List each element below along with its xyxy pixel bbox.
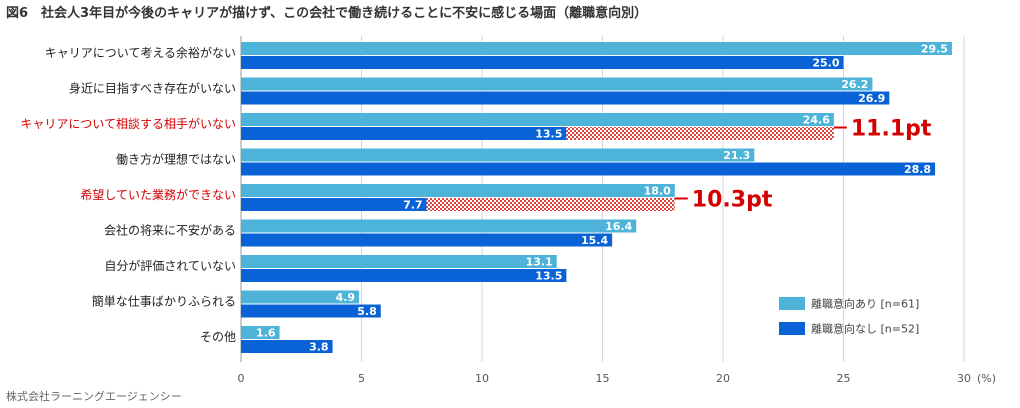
bar-series-a [241,326,280,339]
difference-hatch [566,127,834,140]
value-label-series-b: 15.4 [581,234,608,247]
bar-series-b [241,162,936,176]
chart-title: 図6 社会人3年目が今後のキャリアが描けず、この会社で働き続けることに不安に感じ… [6,5,647,21]
bar-series-b [241,91,890,105]
x-tick-label: 0 [238,372,245,385]
value-label-series-b: 26.9 [858,92,885,105]
bar-series-b [241,269,567,282]
category-label: その他 [200,330,236,344]
value-label-series-a: 26.2 [841,78,868,91]
legend-swatch [779,297,805,310]
legend: 離職意向あり [n=61] 離職意向なし [n=52] [779,297,919,336]
bar-series-a [241,255,557,268]
value-label-series-a: 24.6 [803,114,830,127]
category-label: 働き方が理想ではない [116,152,236,167]
difference-label: 11.1pt [851,117,932,142]
value-label-series-b: 13.5 [535,270,562,283]
value-label-series-a: 21.3 [723,149,750,162]
x-tick-label: 5 [358,372,365,385]
value-label-series-b: 3.8 [309,341,329,354]
bar-series-a [241,148,755,162]
category-label: 会社の将来に不安がある [104,223,236,238]
value-label-series-a: 13.1 [526,256,553,269]
x-tick-label: 25 [837,372,851,385]
value-label-series-b: 5.8 [357,305,377,318]
x-tick-label: 20 [716,372,730,385]
legend-swatch [779,322,805,335]
bar-series-a [241,77,873,91]
difference-hatch [426,198,675,211]
bar-series-b [241,304,381,318]
bar-series-a [241,184,675,197]
x-unit-label: (%) [977,372,996,385]
category-label: 身近に目指すべき存在がいない [69,81,236,96]
bar-series-b [241,127,567,140]
bar-series-b [241,340,333,353]
value-label-series-a: 4.9 [336,291,356,304]
bar-series-a [241,290,360,304]
bar-series-b [241,198,427,211]
value-label-series-b: 7.7 [403,199,423,212]
bar-series-a [241,42,952,55]
category-label: 簡単な仕事ばかりふられる [92,294,236,309]
bar-series-a [241,219,637,233]
x-tick-label: 30 [957,372,971,385]
value-label-series-a: 29.5 [921,43,948,56]
bar-series-a [241,113,834,126]
category-label: 希望していた業務ができない [80,187,236,202]
value-label-series-b: 28.8 [904,163,931,176]
category-label: 自分が評価されていない [104,258,236,273]
category-label: キャリアについて相談する相手がいない [20,116,236,131]
legend-label: 離職意向なし [n=52] [811,322,919,336]
difference-label: 10.3pt [692,188,773,213]
x-tick-label: 10 [475,372,489,385]
value-label-series-b: 13.5 [535,128,562,141]
bar-series-b [241,233,613,247]
value-label-series-a: 18.0 [644,185,671,198]
value-label-series-a: 16.4 [605,220,632,233]
x-tick-label: 15 [596,372,610,385]
source-credit: 株式会社ラーニングエージェンシー [6,389,182,403]
category-label: キャリアについて考える余裕がない [45,45,236,60]
value-label-series-a: 1.6 [256,327,276,340]
legend-label: 離職意向あり [n=61] [811,297,919,311]
bar-series-b [241,56,844,69]
value-label-series-b: 25.0 [812,57,839,70]
